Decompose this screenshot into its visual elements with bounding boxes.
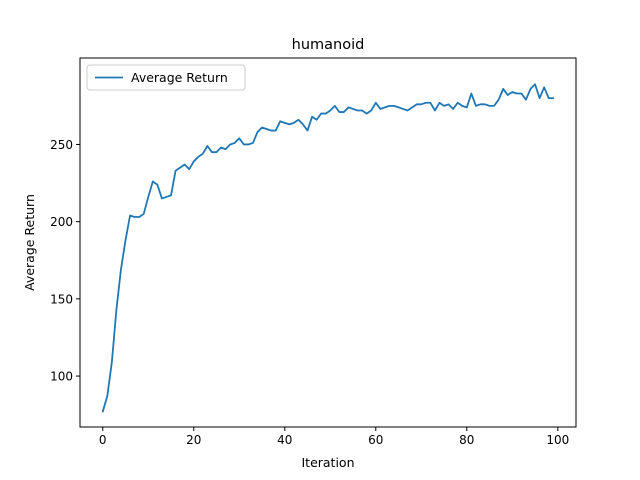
x-tick-label: 40 xyxy=(277,433,292,447)
legend-box xyxy=(86,64,246,91)
chart-title: humanoid xyxy=(292,37,365,53)
x-tick-label: 60 xyxy=(368,433,383,447)
x-tick-label: 20 xyxy=(186,433,201,447)
x-tick-label: 0 xyxy=(99,433,107,447)
axes-frame xyxy=(79,57,577,428)
series-line xyxy=(101,83,555,413)
y-axis-label: Average Return xyxy=(22,194,37,291)
x-axis: 0 20 40 60 80 100 xyxy=(99,427,569,447)
legend: Average Return xyxy=(86,64,246,91)
y-tick-label: 200 xyxy=(50,215,73,229)
y-tick-label: 100 xyxy=(50,370,73,384)
plot-area xyxy=(101,83,555,413)
x-tick-label: 80 xyxy=(459,433,474,447)
x-axis-label: Iteration xyxy=(301,455,354,470)
x-tick-label: 100 xyxy=(546,433,569,447)
legend-label: Average Return xyxy=(131,70,228,85)
y-tick-label: 150 xyxy=(50,292,73,306)
y-tick-label: 250 xyxy=(50,138,73,152)
y-axis: 100 150 200 250 xyxy=(50,138,80,384)
